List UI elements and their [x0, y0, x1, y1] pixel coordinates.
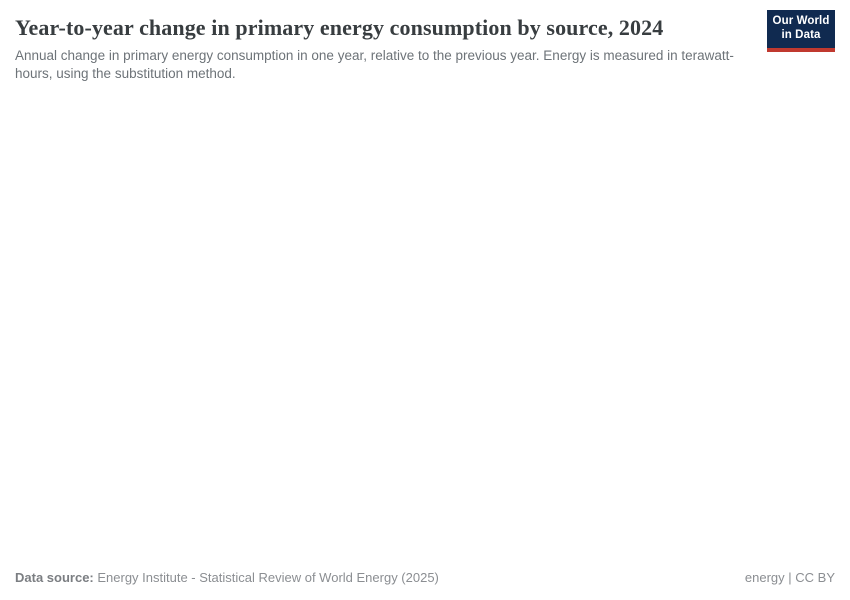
- owid-logo-line2: in Data: [781, 29, 821, 41]
- attribution-license: energy | CC BY: [744, 570, 835, 586]
- data-source-label: Data source:: [15, 570, 94, 586]
- owid-logo: Our World in Data: [767, 10, 835, 52]
- chart-title: Year-to-year change in primary energy co…: [15, 15, 664, 40]
- chart-subtitle: Annual change in primary energy consumpt…: [15, 48, 734, 82]
- owid-logo-line1: Our World: [772, 15, 830, 28]
- data-source-value: Energy Institute - Statistical Review of…: [93, 570, 439, 586]
- chart-header: Year-to-year change in primary energy co…: [15, 10, 835, 83]
- chart-plot-area-empty: [15, 83, 835, 571]
- data-source-line: Data source: Energy Institute - Statisti…: [15, 570, 439, 586]
- chart-footer: Data source: Energy Institute - Statisti…: [15, 570, 835, 586]
- heading-block: Year-to-year change in primary energy co…: [15, 10, 767, 83]
